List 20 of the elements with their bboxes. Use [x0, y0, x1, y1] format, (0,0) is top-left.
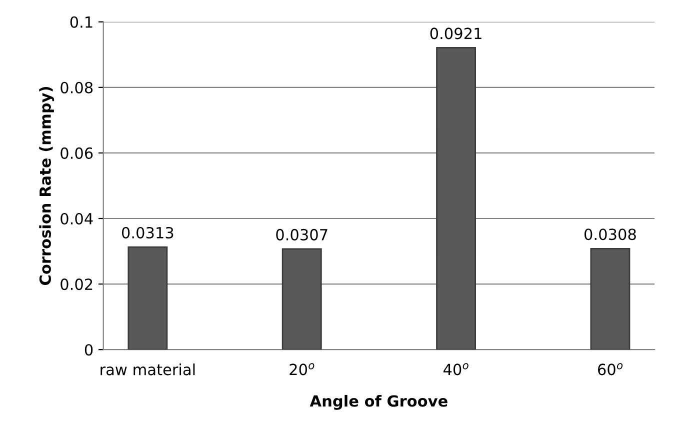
x-tick-label: 20$^{o}$ — [290, 363, 314, 376]
x-tick-label: raw material — [100, 363, 195, 376]
bar — [128, 246, 168, 350]
x-tick-label: 60$^{o}$ — [598, 363, 623, 376]
y-axis-title: Corrosion Rate (mmpy) — [39, 87, 54, 285]
bar — [590, 248, 630, 350]
bar — [436, 47, 476, 350]
x-tick-label: 40$^{o}$ — [443, 363, 468, 376]
data-label: 0.0308 — [584, 228, 636, 240]
y-tick-label: 0.08 — [60, 82, 93, 94]
x-axis-title: Angle of Groove — [310, 394, 448, 410]
y-tick-label: 0.02 — [60, 278, 92, 290]
bar — [282, 248, 322, 350]
y-tick-label: 0.06 — [60, 147, 93, 159]
y-tick-label: 0.1 — [70, 16, 92, 28]
data-label: 0.0307 — [276, 228, 328, 240]
y-tick-label: 0 — [84, 344, 93, 356]
y-tick-label: 0.04 — [60, 212, 93, 225]
data-label: 0.0921 — [430, 28, 482, 40]
data-label: 0.0313 — [122, 226, 174, 238]
